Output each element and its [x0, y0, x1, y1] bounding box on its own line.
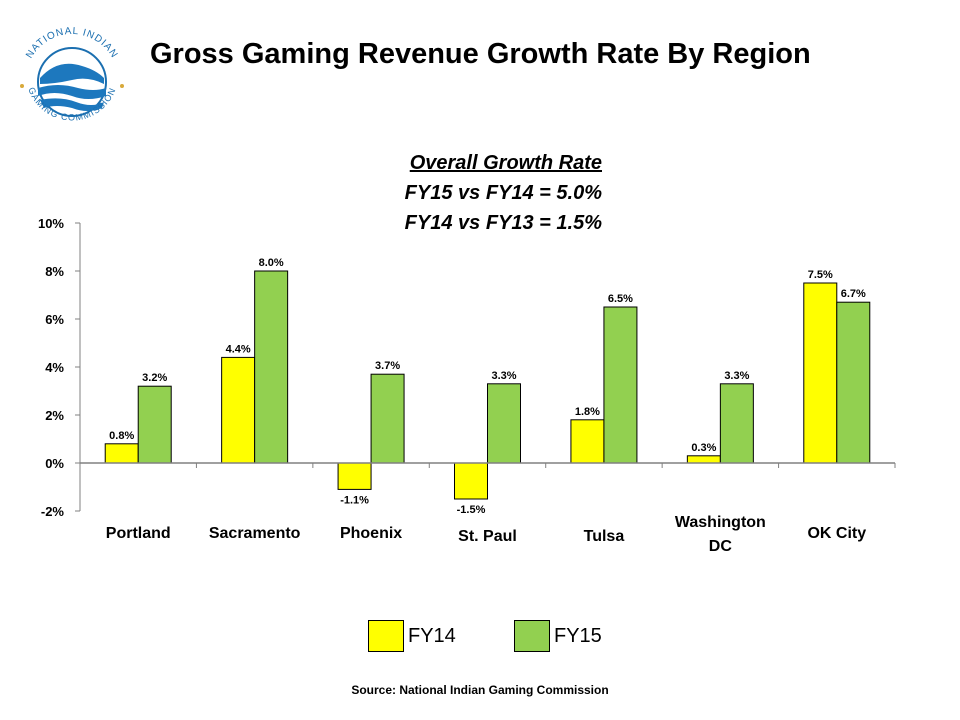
legend-item-fy14: FY14	[368, 620, 456, 652]
y-tick-label: 10%	[38, 216, 64, 231]
legend-item-fy15: FY15	[514, 620, 602, 652]
data-label: 8.0%	[259, 257, 284, 269]
data-label: 6.5%	[608, 293, 633, 305]
bar-fy15	[487, 383, 521, 464]
bar-fy14	[570, 419, 605, 464]
data-label: -1.1%	[340, 494, 369, 506]
legend-label-fy15: FY15	[554, 624, 602, 647]
data-label: 4.4%	[226, 343, 251, 355]
y-tick-label: 4%	[45, 360, 64, 375]
y-tick-label: 2%	[45, 408, 64, 423]
data-label: 1.8%	[575, 406, 600, 418]
bar-fy15	[370, 373, 405, 464]
data-label: -1.5%	[457, 504, 486, 516]
category-label: OK City	[807, 525, 866, 542]
overall-growth-line-1: FY15 vs FY14 = 5.0%	[404, 182, 602, 204]
category-label: Tulsa	[584, 528, 625, 545]
data-label: 0.8%	[109, 430, 134, 442]
bar-fy14	[104, 443, 139, 464]
category-label: St. Paul	[458, 528, 517, 545]
data-label: 7.5%	[808, 269, 833, 281]
overall-growth-heading: Overall Growth Rate	[409, 152, 602, 174]
bar-fy14	[337, 462, 372, 490]
data-label: 3.3%	[491, 370, 516, 382]
bar-fy15	[254, 270, 289, 464]
bar-fy15	[603, 306, 638, 464]
data-label: 3.3%	[724, 370, 749, 382]
legend-swatch-fy15	[514, 620, 550, 652]
y-tick-label: 6%	[45, 312, 64, 327]
category-label: Portland	[106, 525, 171, 542]
source-note: Source: National Indian Gaming Commissio…	[351, 683, 609, 697]
y-tick-label: -2%	[41, 504, 65, 519]
data-label: 3.7%	[375, 360, 400, 372]
data-label: 6.7%	[841, 288, 866, 300]
category-label: Washington DC	[675, 514, 766, 555]
legend-label-fy14: FY14	[408, 624, 456, 647]
bar-fy14	[686, 455, 721, 464]
data-label: 3.2%	[142, 372, 167, 384]
overall-growth-line-2: FY14 vs FY13 = 1.5%	[404, 212, 602, 234]
data-label: 0.3%	[691, 442, 716, 454]
page-title: Gross Gaming Revenue Growth Rate By Regi…	[150, 38, 811, 70]
bar-fy15	[836, 301, 871, 464]
bar-fy14	[803, 282, 838, 464]
y-tick-label: 0%	[45, 456, 64, 471]
bar-fy14	[454, 462, 488, 500]
overall-growth-box: Overall Growth Rate FY15 vs FY14 = 5.0% …	[330, 148, 660, 238]
category-label: Sacramento	[209, 525, 301, 542]
legend-swatch-fy14	[368, 620, 404, 652]
category-label: Phoenix	[340, 525, 402, 542]
nigc-seal-icon: NATIONAL INDIAN GAMING COMMISSION	[20, 26, 124, 123]
bar-fy14	[221, 356, 256, 464]
bar-fy15	[137, 385, 172, 464]
chart-legend: FY14 FY15	[0, 620, 960, 660]
bar-fy15	[719, 383, 754, 464]
y-tick-label: 8%	[45, 264, 64, 279]
